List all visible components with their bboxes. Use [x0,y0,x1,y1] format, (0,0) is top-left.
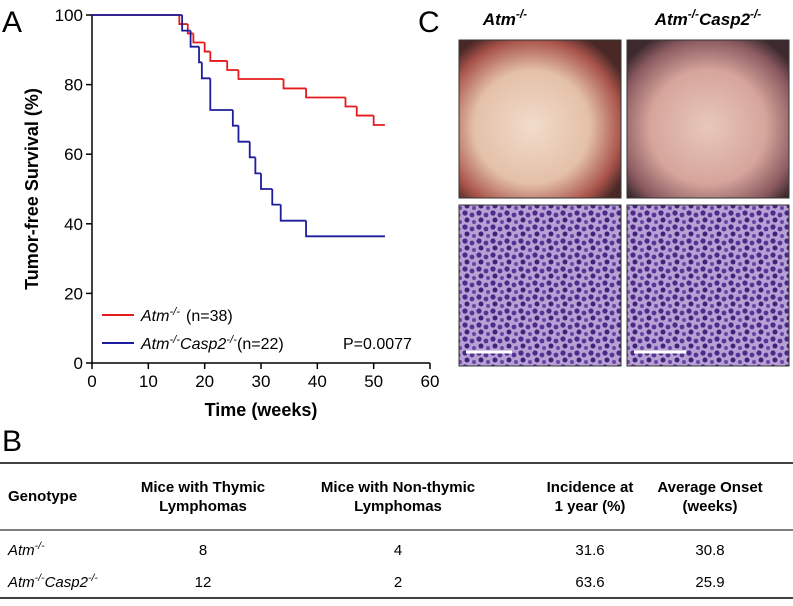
table-cell: 4 [394,542,402,559]
x-tick-label: 0 [87,372,96,391]
survival-step [260,173,273,190]
survival-step [248,141,256,159]
histology-image [458,204,622,367]
survival-step [198,46,202,64]
survival-step [209,51,228,62]
x-tick-label: 30 [252,372,271,391]
survival-step [192,33,205,44]
survival-step [186,24,194,35]
p-value: P=0.0077 [343,336,412,353]
survival-step [282,79,307,90]
table-cell: 31.6 [575,542,604,559]
panel-label: A [2,6,22,39]
y-axis-label: Tumor-free Survival (%) [22,88,42,290]
survival-step [305,220,385,238]
legend-label: Atm-/- [140,306,180,325]
table-cell: 63.6 [575,574,604,591]
survival-step [181,15,191,32]
table-cell: 30.8 [695,542,724,559]
x-tick-label: 50 [364,372,383,391]
survival-step [279,204,307,222]
legend-n: (n=22) [237,336,284,353]
survival-step [189,30,200,48]
panel-label: B [2,425,22,458]
table-cell: 2 [394,574,402,591]
x-tick-label: 60 [421,372,440,391]
y-tick-label: 20 [64,284,83,303]
survival-step [226,60,239,71]
x-tick-label: 10 [139,372,158,391]
survival-step [372,115,385,126]
y-tick-label: 0 [74,354,83,373]
table-cell: 8 [199,542,207,559]
table-genotype: Atm-/- [7,540,45,559]
panel-label: C [418,6,440,39]
survival-step [178,15,188,25]
survival-step [254,157,261,175]
x-axis-label: Time (weeks) [205,400,318,420]
legend-n: (n=38) [186,308,233,325]
table-cell: 12 [195,574,212,591]
x-tick-label: 40 [308,372,327,391]
survival-step [231,110,239,127]
image-header: Atm-/- [482,7,527,29]
table-header: Incidence at [547,479,634,496]
survival-step [200,62,211,80]
table-header: Mice with Non-thymic [321,479,475,496]
table-header: Mice with Thymic [141,479,265,496]
table-genotype: Atm-/-Casp2-/- [7,572,98,591]
histology-image [626,204,790,367]
table-header: Genotype [8,488,77,505]
survival-step [355,106,374,117]
survival-step [237,125,250,143]
table-header: Average Onset [657,479,762,496]
table-header: (weeks) [682,498,737,515]
image-header: Atm-/-Casp2-/- [654,7,762,29]
survival-step [305,88,346,99]
survival-step [209,78,233,111]
survival-step [237,69,284,80]
survival-step [271,189,281,206]
y-tick-label: 80 [64,76,83,95]
y-tick-label: 100 [55,6,83,25]
table-header: Lymphomas [354,498,442,515]
y-tick-label: 40 [64,215,83,234]
tumor-photo [458,39,622,199]
table-header: Lymphomas [159,498,247,515]
tumor-photo [626,39,790,199]
survival-step [344,97,357,108]
legend-label: Atm-/-Casp2-/- [140,334,237,353]
table-cell: 25.9 [695,574,724,591]
table-header: 1 year (%) [555,498,626,515]
x-tick-label: 20 [195,372,214,391]
y-tick-label: 60 [64,145,83,164]
survival-step [203,42,211,53]
